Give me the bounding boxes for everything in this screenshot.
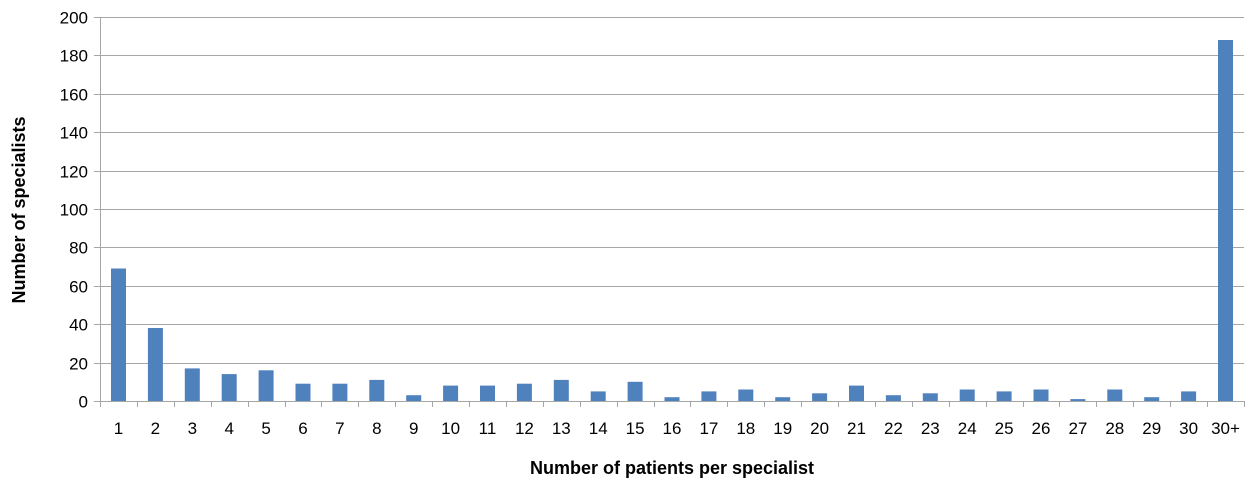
x-tick-label: 8 [372, 419, 381, 438]
x-tick-label: 28 [1105, 419, 1124, 438]
x-tick-label: 26 [1032, 419, 1051, 438]
x-tick-label: 6 [298, 419, 307, 438]
bar-12 [516, 383, 532, 401]
bar-16 [664, 397, 680, 401]
x-tick-label: 22 [884, 419, 903, 438]
x-tick-label: 1 [114, 419, 123, 438]
x-tick-label: 29 [1142, 419, 1161, 438]
x-tick-label: 10 [441, 419, 460, 438]
bar-30 [1181, 391, 1197, 401]
y-tick-label: 60 [69, 278, 88, 297]
y-axis-title: Number of specialists [9, 116, 29, 303]
x-tick-label: 7 [335, 419, 344, 438]
bar-5 [258, 370, 274, 401]
x-tick-label: 25 [995, 419, 1014, 438]
y-tick-label: 200 [60, 9, 88, 28]
axes [94, 17, 1245, 407]
bar-28 [1107, 389, 1123, 401]
bar-8 [369, 379, 385, 401]
bar-23 [922, 393, 938, 401]
bar-20 [812, 393, 828, 401]
x-tick-label: 18 [736, 419, 755, 438]
x-tick-label: 11 [479, 419, 497, 438]
y-tick-label: 120 [60, 163, 88, 182]
y-tick-labels: 0 20 40 60 80 100 120 140 160 180 200 [60, 9, 88, 412]
bar-22 [885, 395, 901, 401]
bar-27 [1070, 399, 1086, 401]
bar-19 [775, 397, 791, 401]
x-tick-label: 13 [552, 419, 571, 438]
x-tick-label: 19 [773, 419, 792, 438]
bar-7 [332, 383, 348, 401]
bar-25 [996, 391, 1012, 401]
x-tick-label: 30 [1179, 419, 1198, 438]
x-tick-label: 2 [151, 419, 160, 438]
bar-14 [590, 391, 606, 401]
x-tick-label: 9 [409, 419, 418, 438]
y-tick-label: 160 [60, 86, 88, 105]
x-tick-label: 5 [261, 419, 270, 438]
y-tick-label: 100 [60, 201, 88, 220]
x-tick-label: 20 [810, 419, 829, 438]
x-tick-label: 12 [515, 419, 534, 438]
bar-18 [738, 389, 754, 401]
gridlines [100, 17, 1244, 364]
y-tick-label: 80 [69, 239, 88, 258]
bar-9 [406, 395, 422, 401]
bar-29 [1144, 397, 1160, 401]
bar-1 [111, 268, 126, 401]
bar-4 [221, 374, 237, 401]
bar-13 [553, 379, 569, 401]
bar-26 [1033, 389, 1049, 401]
bar-21 [849, 385, 864, 401]
bar-3 [184, 368, 200, 401]
x-tick-label: 24 [958, 419, 977, 438]
x-tick-label: 21 [847, 419, 866, 438]
bar-2 [147, 328, 163, 401]
bar-6 [295, 383, 311, 401]
y-tick-label: 140 [60, 124, 88, 143]
x-tick-label: 27 [1068, 419, 1087, 438]
x-tick-label: 4 [224, 419, 233, 438]
y-tick-label: 0 [79, 393, 88, 412]
bar-24 [959, 389, 975, 401]
y-tick-label: 180 [60, 47, 88, 66]
x-tick-label: 30+ [1211, 419, 1240, 438]
x-axis-title: Number of patients per specialist [530, 458, 814, 478]
bars [111, 40, 1233, 401]
x-tick-label: 16 [663, 419, 682, 438]
y-tick-label: 20 [69, 355, 88, 374]
x-tick-label: 23 [921, 419, 940, 438]
x-tick-label: 17 [699, 419, 718, 438]
bar-30+ [1218, 40, 1233, 401]
x-tick-label: 3 [188, 419, 197, 438]
x-tick-label: 15 [626, 419, 645, 438]
y-tick-label: 40 [69, 316, 88, 335]
bar-10 [443, 385, 459, 401]
x-tick-labels: 1 2 3 4 5 6 7 8 9 10 11 12 13 14 15 16 17 18 19 20 21 22 23 24 2… [114, 419, 1240, 438]
x-tick-label: 14 [589, 419, 608, 438]
bar-11 [480, 385, 495, 401]
bar-15 [627, 381, 643, 401]
bar-17 [701, 391, 717, 401]
